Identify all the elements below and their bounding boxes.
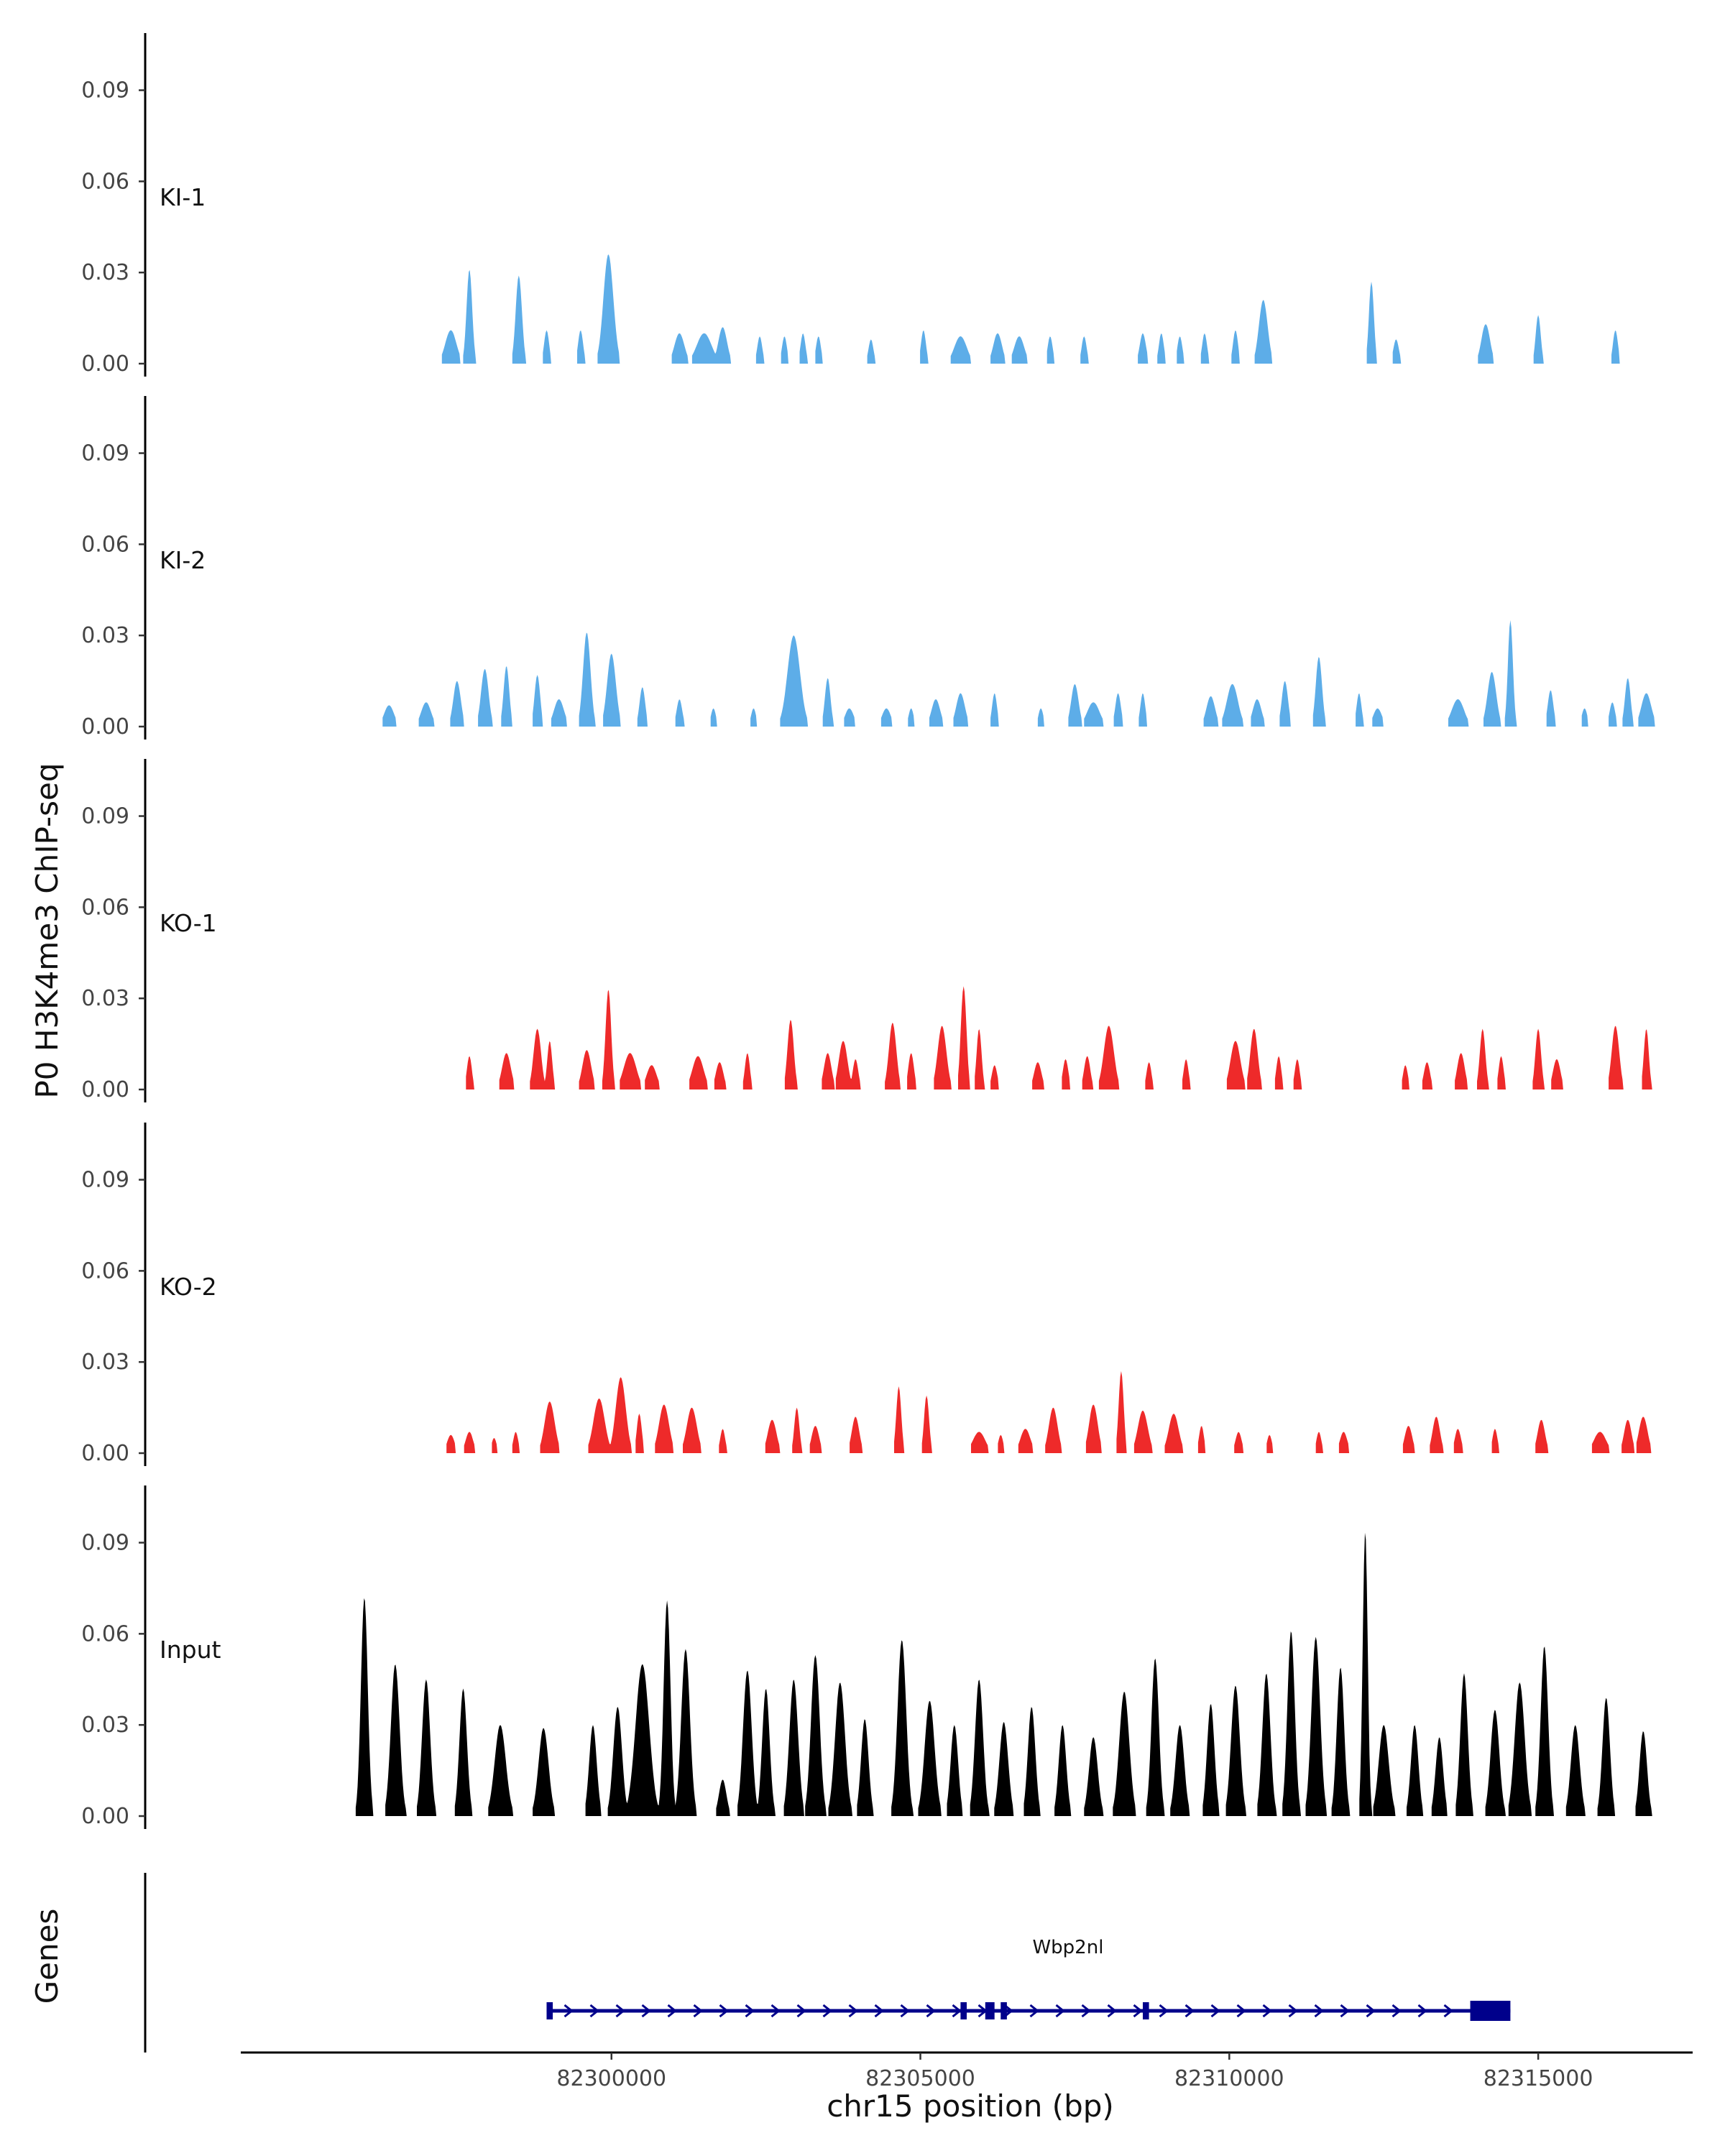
strand-arrow [848,2004,858,2018]
coverage-area-ki-2 [382,620,1655,727]
gene-model [546,2001,1511,2021]
strand-arrow [564,2004,574,2018]
y-tick-label: 0.00 [81,1441,129,1466]
strand-arrow [1443,2004,1453,2018]
y-axis-title: P0 H3K4me3 ChIP-seq [29,763,65,1098]
x-tick-label: 82315000 [1484,2066,1593,2091]
genes-layer: Wbp2nl [144,1873,1511,2053]
strand-arrow [1133,2004,1143,2018]
track-ko-2: 0.00 0.03 0.06 0.09 KO-2 [81,1123,1652,1466]
strand-arrow [641,2004,651,2018]
y-tick-label: 0.09 [81,1168,129,1193]
strand-arrow [1184,2004,1195,2018]
track-ko-1: 0.00 0.03 0.06 0.09 KO-1 [81,759,1652,1102]
strand-arrow [1340,2004,1350,2018]
y-tick-label: 0.09 [81,804,129,829]
y-tick-label: 0.00 [81,1077,129,1102]
track-ki-2: 0.00 0.03 0.06 0.09 KI-2 [81,396,1655,740]
exon [1142,2002,1149,2019]
x-tick-label: 82305000 [865,2066,975,2091]
strand-arrow [1392,2004,1402,2018]
y-tick-label: 0.06 [81,1258,129,1284]
exon [985,2002,995,2019]
strand-arrow [719,2004,729,2018]
strand-arrow [900,2004,910,2018]
y-tick-label: 0.03 [81,986,129,1011]
x-axis-layer: 82300000 82305000 82310000 82315000 [241,2051,1693,2091]
exon [1000,2002,1007,2019]
strand-arrow [952,2004,962,2018]
track-label: KO-1 [160,909,217,937]
y-tick-label: 0.06 [81,169,129,194]
y-tick-label: 0.06 [81,1621,129,1646]
track-label: KO-2 [160,1273,217,1301]
strand-arrow [822,2004,832,2018]
strand-arrow [874,2004,884,2018]
y-tick-label: 0.06 [81,532,129,557]
strand-arrow [1029,2004,1039,2018]
coverage-area-input [355,1532,1652,1816]
exon [1470,2001,1511,2021]
strand-arrow [1366,2004,1376,2018]
coverage-area-ko-1 [466,986,1652,1089]
strand-arrow [1262,2004,1272,2018]
x-tick-label: 82300000 [556,2066,666,2091]
strand-arrow [1236,2004,1246,2018]
strand-arrow [1210,2004,1220,2018]
coverage-area-ki-1 [441,254,1620,364]
strand-arrow [1055,2004,1065,2018]
y-tick-label: 0.03 [81,1350,129,1375]
track-label: KI-2 [160,546,206,574]
y-tick-label: 0.09 [81,441,129,466]
strand-arrow [1081,2004,1091,2018]
strand-arrow [796,2004,806,2018]
y-tick-label: 0.03 [81,623,129,648]
y-tick-label: 0.06 [81,895,129,920]
strand-arrow [589,2004,599,2018]
track-label: Input [160,1636,221,1664]
exon [960,2002,967,2019]
genes-axis-title: Genes [29,1909,65,2004]
strand-arrow [926,2004,936,2018]
gene-name-label: Wbp2nl [1032,1937,1103,1958]
track-input: 0.00 0.03 0.06 0.09 Input [81,1485,1652,1829]
y-tick-label: 0.03 [81,260,129,285]
x-axis-title: chr15 position (bp) [827,2088,1114,2124]
y-tick-label: 0.03 [81,1713,129,1738]
track-label: KI-1 [160,183,206,211]
strand-arrow [1314,2004,1324,2018]
y-tick-label: 0.09 [81,1531,129,1556]
strand-arrow [1159,2004,1169,2018]
strand-arrow [693,2004,703,2018]
strand-arrow [1288,2004,1298,2018]
tracks-layer: 0.00 0.03 0.06 0.09 KI-1 0.00 0.03 0.06 0.09 KI-2… [81,33,1655,1829]
strand-arrow [1417,2004,1427,2018]
strand-arrow [615,2004,625,2018]
strand-arrow [745,2004,755,2018]
strand-arrow [1107,2004,1117,2018]
y-tick-label: 0.00 [81,714,129,740]
y-tick-label: 0.09 [81,78,129,103]
coverage-area-ko-2 [446,1370,1652,1453]
y-tick-label: 0.00 [81,351,129,377]
track-ki-1: 0.00 0.03 0.06 0.09 KI-1 [81,33,1620,377]
strand-arrow [667,2004,677,2018]
strand-arrow [770,2004,781,2018]
y-tick-label: 0.00 [81,1804,129,1829]
exon [546,2002,553,2019]
x-tick-label: 82310000 [1174,2066,1284,2091]
